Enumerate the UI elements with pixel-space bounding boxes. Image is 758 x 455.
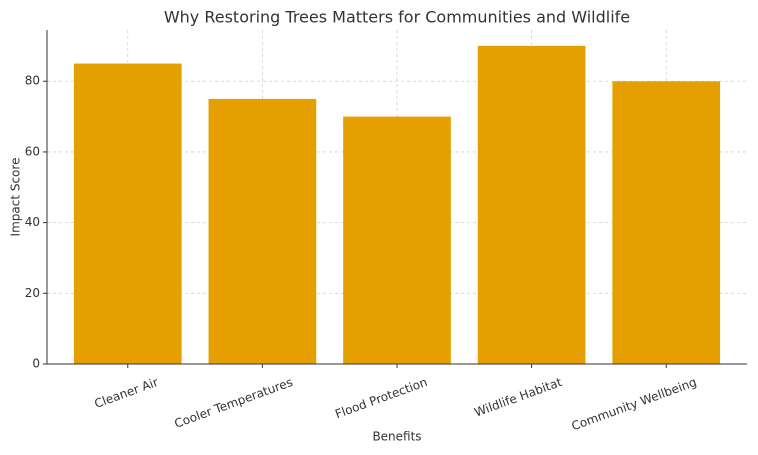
y-tick-label: 20	[25, 286, 40, 300]
x-axis-label: Benefits	[372, 430, 421, 444]
bar	[612, 81, 721, 364]
bar	[208, 98, 317, 365]
x-tick-label: Community Wellbeing	[570, 375, 699, 433]
y-axis-label: Impact Score	[9, 158, 23, 237]
y-tick-label: 0	[32, 357, 40, 371]
x-tick-label: Flood Protection	[333, 375, 429, 421]
y-tick-label: 80	[25, 74, 40, 88]
chart-title: Why Restoring Trees Matters for Communit…	[164, 8, 630, 27]
y-tick-label: 60	[25, 144, 40, 158]
x-tick-label: Wildlife Habitat	[473, 375, 565, 420]
x-tick-label: Cleaner Air	[93, 375, 160, 411]
bars	[73, 45, 721, 365]
x-tick-label: Cooler Temperatures	[173, 375, 295, 431]
bar	[343, 116, 451, 364]
y-tick-label: 40	[25, 215, 40, 229]
bar	[73, 63, 182, 364]
bar	[477, 45, 586, 365]
